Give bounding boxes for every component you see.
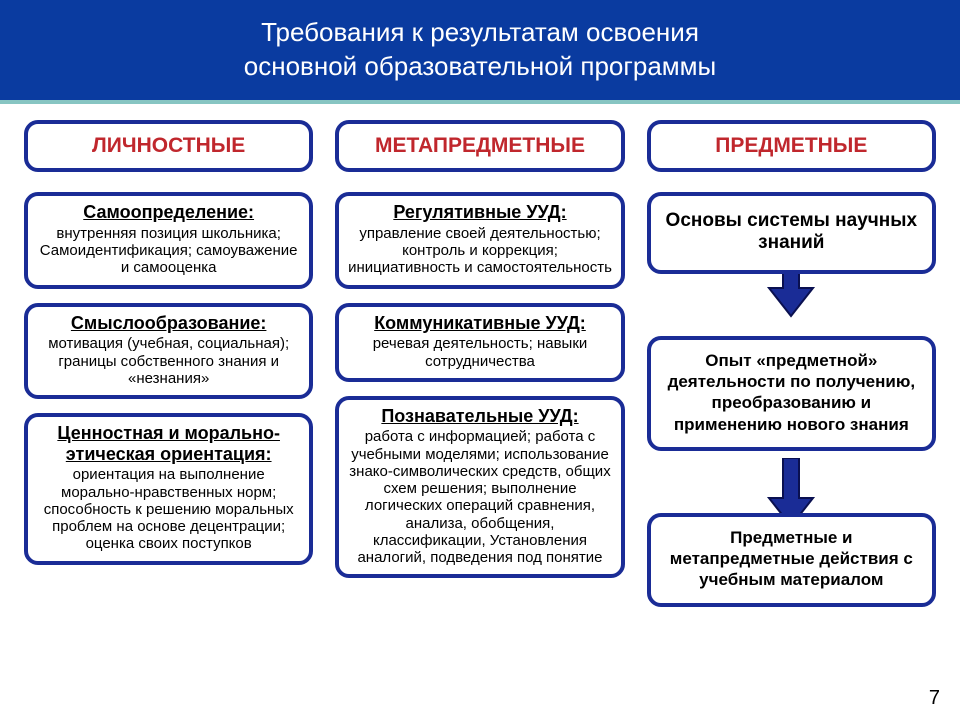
slide-header: Требования к результатам освоения основн… — [0, 0, 960, 104]
column-subject: ПРЕДМЕТНЫЕ Основы системы научных знаний… — [647, 120, 936, 607]
category-box-personal: ЛИЧНОСТНЫЕ — [24, 120, 313, 172]
box-body: речевая деятельность; навыки сотрудничес… — [347, 335, 612, 370]
category-box-subject: ПРЕДМЕТНЫЕ — [647, 120, 936, 172]
box-body: управление своей деятельностью; контроль… — [347, 225, 612, 277]
category-label: ПРЕДМЕТНЫЕ — [715, 134, 867, 157]
box-title: Смыслообразование: — [36, 313, 301, 334]
category-box-meta: МЕТАПРЕДМЕТНЫЕ — [335, 120, 624, 172]
box-body: внутренняя позиция школьника; Самоиденти… — [36, 225, 301, 277]
box-title: Ценностная и морально-этическая ориентац… — [36, 423, 301, 464]
box-moral-orientation: Ценностная и морально-этическая ориентац… — [24, 413, 313, 565]
slide-number: 7 — [929, 687, 940, 710]
box-title: Познавательные УУД: — [347, 406, 612, 427]
header-line1: Требования к результатам освоения — [261, 17, 699, 47]
box-regulative: Регулятивные УУД: управление своей деяте… — [335, 192, 624, 288]
box-self-determination: Самоопределение: внутренняя позиция школ… — [24, 192, 313, 288]
box-body: работа с информацией; работа с учебными … — [347, 428, 612, 566]
box-title: Коммуникативные УУД: — [347, 313, 612, 334]
box-title: Предметные и метапредметные действия с у… — [659, 527, 924, 591]
box-foundations: Основы системы научных знаний — [647, 192, 936, 274]
box-cognitive: Познавательные УУД: работа с информацией… — [335, 396, 624, 579]
box-title: Регулятивные УУД: — [347, 202, 612, 223]
category-label: МЕТАПРЕДМЕТНЫЕ — [375, 134, 585, 157]
box-subject-experience: Опыт «предметной» деятельности по получе… — [647, 336, 936, 451]
box-body: ориентация на выполнение морально-нравст… — [36, 466, 301, 552]
category-label: ЛИЧНОСТНЫЕ — [92, 134, 245, 157]
column-meta: МЕТАПРЕДМЕТНЫЕ Регулятивные УУД: управле… — [335, 120, 624, 607]
box-title: Основы системы научных знаний — [659, 210, 924, 254]
columns-container: ЛИЧНОСТНЫЕ Самоопределение: внутренняя п… — [0, 104, 960, 607]
column-personal: ЛИЧНОСТНЫЕ Самоопределение: внутренняя п… — [24, 120, 313, 607]
box-body: мотивация (учебная, социальная); границы… — [36, 335, 301, 387]
box-communicative: Коммуникативные УУД: речевая деятельност… — [335, 303, 624, 382]
box-sense-making: Смыслообразование: мотивация (учебная, с… — [24, 303, 313, 399]
header-line2: основной образовательной программы — [244, 51, 716, 81]
box-title: Опыт «предметной» деятельности по получе… — [659, 350, 924, 435]
box-title: Самоопределение: — [36, 202, 301, 223]
box-subject-actions: Предметные и метапредметные действия с у… — [647, 513, 936, 607]
